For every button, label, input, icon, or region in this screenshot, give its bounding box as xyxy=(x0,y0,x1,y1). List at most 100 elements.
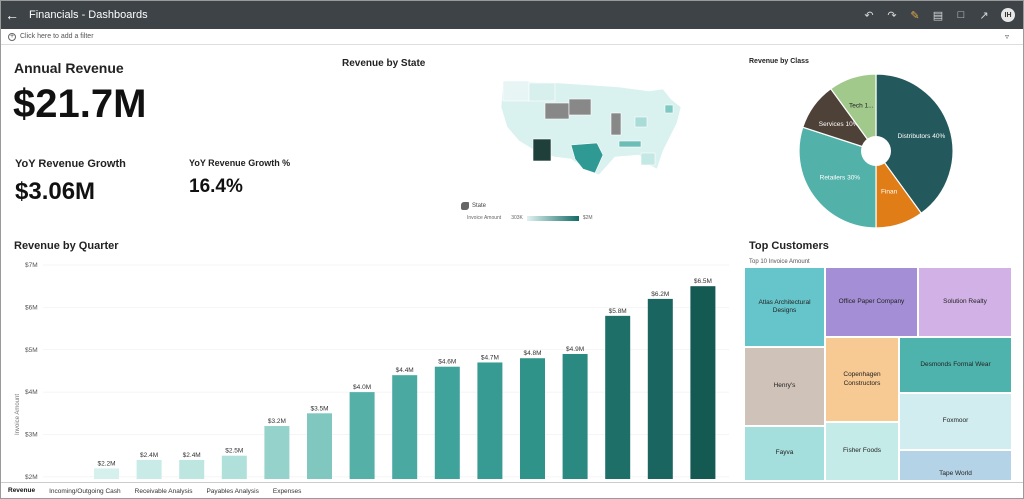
edit-icon[interactable]: ✎ xyxy=(910,9,920,22)
pie-slice[interactable] xyxy=(829,73,877,153)
treemap-cell[interactable]: Fisher Foods xyxy=(825,422,899,481)
bar[interactable] xyxy=(562,353,588,479)
treemap-subtitle: Top 10 Invoice Amount xyxy=(749,259,810,265)
filter-bar[interactable]: + Click here to add a filter ▿ xyxy=(1,29,1023,45)
treemap-title: Top Customers xyxy=(749,240,829,252)
state-texas xyxy=(570,142,604,174)
bar-data-label: $4.0M xyxy=(353,384,371,391)
treemap-cell-label: Tape World xyxy=(939,469,972,477)
bar[interactable] xyxy=(520,358,545,479)
pie-slice-label: Finan xyxy=(881,188,898,195)
treemap-cell[interactable]: Desmonds Formal Wear xyxy=(899,337,1012,393)
map-legend-scale: Invoice Amount 303K $2M xyxy=(467,215,593,221)
annual-revenue-title: Annual Revenue xyxy=(14,60,124,76)
bar-data-label: $2.4M xyxy=(183,452,201,459)
treemap-cell-label: Henry's xyxy=(773,382,796,390)
state-arizona xyxy=(532,138,552,162)
bar-data-label: $4.4M xyxy=(396,367,414,374)
state-northeast-a xyxy=(634,116,648,128)
bar[interactable] xyxy=(307,413,332,479)
bar-data-label: $3.5M xyxy=(310,405,328,412)
bar-data-label: $4.6M xyxy=(438,359,456,366)
filter-funnel-icon[interactable]: ▿ xyxy=(1004,32,1009,41)
us-map[interactable] xyxy=(499,77,685,185)
comment-icon[interactable]: □ xyxy=(957,9,965,21)
export-icon[interactable]: ↗ xyxy=(979,9,989,22)
pie-slice[interactable] xyxy=(875,73,954,215)
treemap-cell[interactable]: Solution Realty xyxy=(918,267,1012,337)
treemap-cell-label: Desmonds Formal Wear xyxy=(920,360,991,368)
treemap-cell[interactable]: Tape World xyxy=(899,450,1012,481)
revenue-by-quarter-chart[interactable]: $2M $3M $4M $5M $6M $7M Invoice Amount $2.2M $2.… xyxy=(1,253,741,481)
y-tick-label: $6M xyxy=(25,304,38,311)
legend-min: 303K xyxy=(511,215,523,221)
bar[interactable] xyxy=(690,286,716,479)
treemap-cell[interactable]: Atlas Architectural Designs xyxy=(744,267,825,347)
yoy-growth-title: YoY Revenue Growth xyxy=(15,158,126,170)
tab-incoming-outgoing-cash[interactable]: Incoming/Outgoing Cash xyxy=(49,487,121,495)
treemap-cell[interactable]: Office Paper Company xyxy=(825,267,918,337)
legend-measure: Invoice Amount xyxy=(467,215,502,221)
pie-slice[interactable] xyxy=(798,126,877,229)
state-southeast xyxy=(640,152,656,166)
treemap-cell[interactable]: Foxmoor xyxy=(899,393,1012,450)
pie-center-hole xyxy=(861,136,891,166)
treemap-cell[interactable]: Fayva xyxy=(744,426,825,481)
add-filter-icon[interactable]: + xyxy=(8,32,16,41)
treemap-cell-label: Fayva xyxy=(775,449,794,457)
y-tick-label: $4M xyxy=(25,389,38,396)
save-icon[interactable]: ▤ xyxy=(932,9,944,22)
add-filter-placeholder[interactable]: Click here to add a filter xyxy=(20,33,94,40)
bar-data-label: $3.2M xyxy=(268,418,286,425)
redo-icon[interactable]: ↷ xyxy=(887,9,897,22)
tab-expenses[interactable]: Expenses xyxy=(272,487,302,495)
pie-title: Revenue by Class xyxy=(749,58,809,65)
avatar[interactable]: IH xyxy=(1001,8,1015,22)
state-wyoming xyxy=(544,102,570,120)
tab-payables-analysis[interactable]: Payables Analysis xyxy=(206,487,259,495)
state-west-b xyxy=(528,82,556,102)
bar[interactable] xyxy=(221,455,247,479)
bar[interactable] xyxy=(392,375,418,479)
toolbar-icons: ↶ ↷ ✎ ▤ □ ↗ IH xyxy=(863,1,1015,29)
bar-chart-title: Revenue by Quarter xyxy=(14,240,119,252)
back-arrow-icon[interactable]: ← xyxy=(5,7,19,23)
bar[interactable] xyxy=(94,468,119,479)
bar-data-label: $5.8M xyxy=(609,308,627,315)
bar[interactable] xyxy=(136,459,162,479)
undo-icon[interactable]: ↶ xyxy=(864,9,874,22)
bar[interactable] xyxy=(605,315,631,479)
bar-data-label: $2.4M xyxy=(140,452,158,459)
legend-state-label: State xyxy=(472,203,487,209)
bar[interactable] xyxy=(477,362,503,479)
y-tick-label: $5M xyxy=(25,347,38,354)
bar-data-label: $4.8M xyxy=(523,350,541,357)
treemap-cell[interactable]: Henry's xyxy=(744,347,825,426)
y-tick-label: $3M xyxy=(25,432,38,439)
bar-data-label: $4.9M xyxy=(566,346,584,353)
treemap-cell[interactable]: Copenhagen Constructors xyxy=(825,337,899,422)
bar[interactable] xyxy=(647,298,673,479)
treemap-cell-label: Fisher Foods xyxy=(843,447,881,455)
treemap-cell-label: Copenhagen Constructors xyxy=(843,371,881,387)
revenue-by-class-pie[interactable]: Distributors 40% Finan Retailers 30% Servic… xyxy=(791,66,961,236)
tab-receivable-analysis[interactable]: Receivable Analysis xyxy=(134,487,193,495)
bar-data-label: $6.2M xyxy=(651,291,669,298)
treemap-cell-label: Solution Realty xyxy=(943,297,987,305)
bar[interactable] xyxy=(349,392,375,479)
bar[interactable] xyxy=(264,426,290,479)
pie-slice-label: Retailers 30% xyxy=(820,174,861,181)
state-illinois xyxy=(610,112,622,136)
bar-data-label: $2.5M xyxy=(225,448,243,455)
y-tick-label: $7M xyxy=(25,262,38,269)
bar[interactable] xyxy=(179,459,205,479)
treemap-cell-label: Office Paper Company xyxy=(838,297,905,305)
tab-revenue[interactable]: Revenue xyxy=(1,483,43,498)
bar[interactable] xyxy=(434,366,460,479)
bar-data-label: $6.5M xyxy=(694,278,712,285)
top-bar: ← Financials - Dashboards ↶ ↷ ✎ ▤ □ ↗ IH xyxy=(1,1,1023,29)
top-customers-treemap[interactable]: Atlas Architectural Designs Office Paper … xyxy=(744,267,1012,481)
pie-slice-label: Distributors 40% xyxy=(898,133,946,140)
y-tick-label: $2M xyxy=(25,474,38,481)
